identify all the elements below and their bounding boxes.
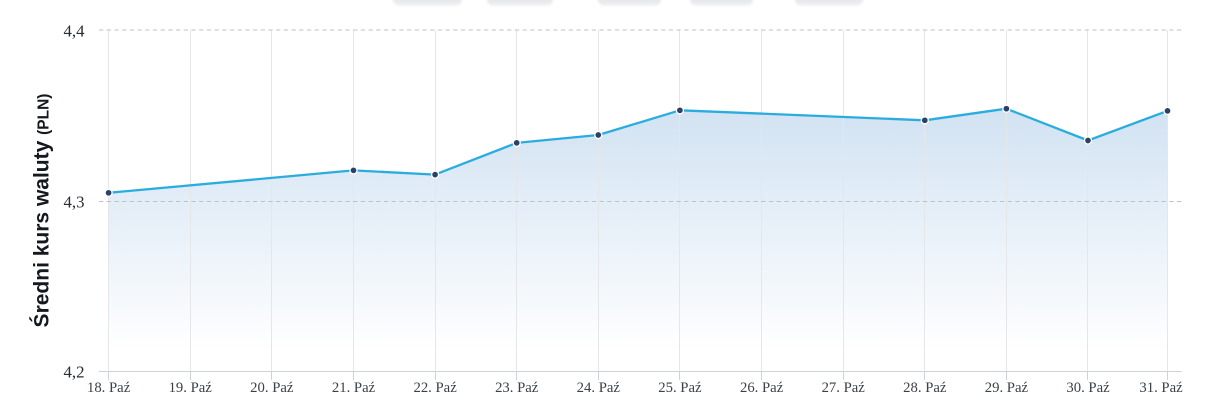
- svg-text:25. Paź: 25. Paź: [658, 380, 702, 396]
- svg-text:Średni kurs waluty (PLN): Średni kurs waluty (PLN): [30, 94, 54, 328]
- svg-text:20. Paź: 20. Paź: [250, 380, 294, 396]
- svg-text:23. Paź: 23. Paź: [495, 380, 539, 396]
- svg-text:4,3: 4,3: [64, 193, 85, 212]
- svg-text:21. Paź: 21. Paź: [332, 380, 376, 396]
- svg-text:29. Paź: 29. Paź: [985, 380, 1029, 396]
- svg-text:4,2: 4,2: [64, 363, 85, 382]
- svg-text:22. Paź: 22. Paź: [413, 380, 457, 396]
- svg-text:28. Paź: 28. Paź: [903, 380, 947, 396]
- svg-text:27. Paź: 27. Paź: [822, 380, 866, 396]
- svg-text:30. Paź: 30. Paź: [1066, 380, 1110, 396]
- svg-text:24. Paź: 24. Paź: [577, 380, 621, 396]
- svg-text:26. Paź: 26. Paź: [740, 380, 784, 396]
- svg-text:19. Paź: 19. Paź: [169, 380, 213, 396]
- svg-text:18. Paź: 18. Paź: [87, 380, 131, 396]
- svg-text:31. Paź: 31. Paź: [1139, 380, 1183, 396]
- svg-text:4,4: 4,4: [64, 21, 86, 40]
